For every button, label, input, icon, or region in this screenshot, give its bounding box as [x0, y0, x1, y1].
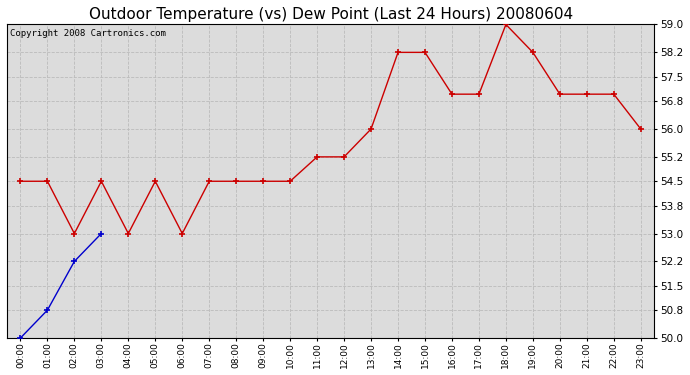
Title: Outdoor Temperature (vs) Dew Point (Last 24 Hours) 20080604: Outdoor Temperature (vs) Dew Point (Last…: [88, 7, 573, 22]
Text: Copyright 2008 Cartronics.com: Copyright 2008 Cartronics.com: [10, 29, 166, 38]
